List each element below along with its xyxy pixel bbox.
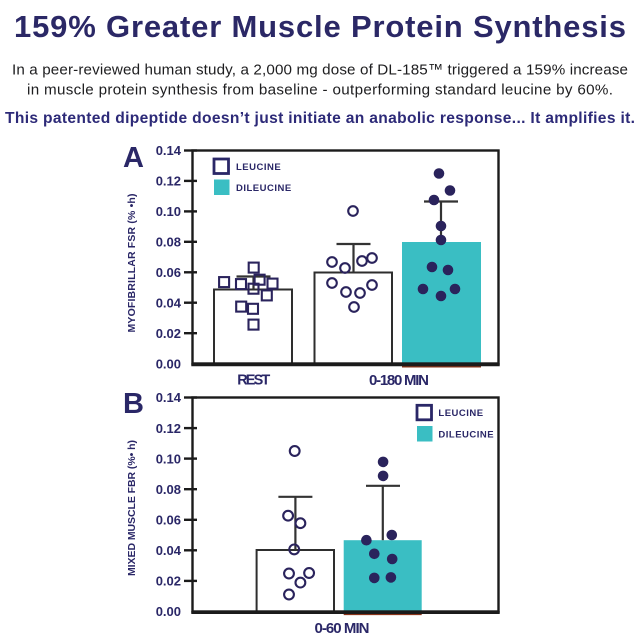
svg-text:LEUCINE: LEUCINE [438,408,483,419]
svg-text:B: B [123,388,144,420]
svg-text:In a peer-reviewed human study: In a peer-reviewed human study, a 2,000 … [12,62,628,79]
svg-text:0-60 MIN: 0-60 MIN [315,620,370,637]
svg-text:0.14: 0.14 [156,390,182,405]
svg-text:0.14: 0.14 [156,143,182,158]
svg-text:0.12: 0.12 [156,421,181,436]
svg-text:0.04: 0.04 [156,543,182,558]
svg-text:0.06: 0.06 [156,265,181,280]
svg-text:159% Greater Muscle Protein Sy: 159% Greater Muscle Protein Synthesis [14,9,626,44]
svg-text:0.08: 0.08 [156,482,181,497]
svg-text:0.04: 0.04 [156,295,182,310]
svg-text:0.02: 0.02 [156,326,181,341]
svg-text:REST: REST [237,373,270,389]
svg-text:0.06: 0.06 [156,513,181,528]
svg-text:0.08: 0.08 [156,235,181,250]
svg-text:0.02: 0.02 [156,574,181,589]
svg-text:MIXED MUSCLE FBR (%• h): MIXED MUSCLE FBR (%• h) [126,440,138,576]
svg-text:A: A [123,142,144,174]
svg-text:0.00: 0.00 [156,356,181,371]
svg-text:0.10: 0.10 [156,451,181,466]
svg-text:0.00: 0.00 [156,604,181,619]
svg-text:DILEUCINE: DILEUCINE [438,430,494,441]
svg-text:LEUCINE: LEUCINE [236,162,281,173]
svg-text:DILEUCINE: DILEUCINE [236,183,292,194]
svg-text:0-180 MIN: 0-180 MIN [369,372,429,389]
svg-text:MYOFIBRILLAR FSR (% •h): MYOFIBRILLAR FSR (% •h) [126,194,138,333]
svg-text:0.10: 0.10 [156,204,181,219]
svg-text:in muscle protein synthesis fr: in muscle protein synthesis from baselin… [27,81,613,98]
svg-text:This patented dipeptide doesn’: This patented dipeptide doesn’t just ini… [5,110,635,127]
svg-text:0.12: 0.12 [156,174,181,189]
